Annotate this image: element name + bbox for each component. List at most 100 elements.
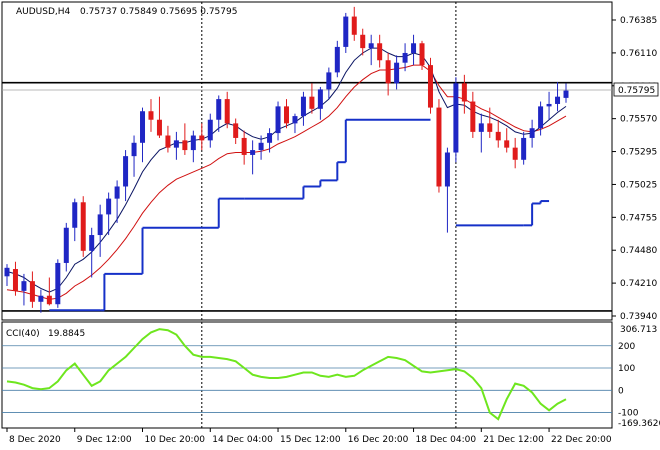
candle-body [216,99,222,120]
candle-body [241,137,247,155]
cci-line [6,328,567,421]
y-tick-label: 0.74210 [620,279,657,289]
candle-body [444,152,450,187]
chart-title: AUDUSD,H4 [16,7,71,17]
candle-body [89,235,95,251]
candle-body [317,89,323,109]
candle-body [563,90,569,98]
candle-body [309,96,315,109]
x-tick-label: 10 Dec 20:00 [145,435,206,445]
candle-body [199,135,205,141]
y-tick-label: 0.73940 [620,312,657,322]
candle-body [165,135,171,148]
candle-body [173,140,179,148]
candle-body [80,202,86,251]
cci-level-tag [614,384,636,396]
current-price-tag [613,82,659,97]
cci-level-label: -100 [618,409,639,419]
candle-body [207,119,213,141]
candle-body [12,269,18,291]
cci-level-label: 100 [618,364,635,374]
candle-body [368,43,374,49]
ohlc-readout: 0.75737 0.75849 0.75695 0.75795 [80,7,237,17]
candle-body [97,214,103,236]
candle-body [470,101,476,132]
candle-body [394,62,400,84]
candle-body [478,123,484,132]
candle-body [377,43,383,61]
y-tick-label: 0.75570 [620,115,657,125]
candle-body [461,83,467,102]
candle-body [360,34,366,49]
candle-body [343,16,349,47]
candle-body [427,65,433,108]
cci-level-tag [614,406,636,418]
candle-body [21,281,27,291]
candle-body [140,111,146,143]
candle-body [529,128,535,138]
candle-body [487,123,493,132]
candle-body [284,106,289,124]
candle-body [546,103,552,107]
candle-body [292,116,298,124]
candle-body [63,227,69,263]
y-tick-label: 0.76110 [620,49,657,59]
cci-level-tag [614,362,636,374]
candle-body [55,262,61,305]
candle-body [453,83,459,153]
y-tick-label: 0.75295 [620,148,657,158]
candle-body [258,142,264,151]
time-axis: 8 Dec 2020 9 Dec 12:00 10 Dec 20:00 14 Dec … [2,427,612,445]
cci-level-tag [614,339,636,351]
candle-body [148,111,154,120]
cci-level-label: 200 [618,342,635,352]
candle-body [123,156,129,187]
cci-value: 19.8845 [48,329,85,339]
candle-body [46,295,52,305]
candle-body [504,140,510,148]
current-price-label: 0.75795 [618,86,655,96]
candle-body [131,142,137,157]
candle-body [512,147,518,160]
candle-body [233,123,239,138]
x-tick-label: 15 Dec 12:00 [280,435,341,445]
candle-body [156,119,162,136]
x-tick-label: 16 Dec 20:00 [348,435,409,445]
y-tick-label: 0.76385 [620,16,657,26]
price-series [4,6,569,313]
x-tick-label: 9 Dec 12:00 [77,435,132,445]
y-tick-label: 0.74480 [620,246,657,256]
candle-body [521,137,527,160]
cci-series [6,328,567,421]
candle-body [495,131,501,141]
candle-body [224,99,230,124]
y-tick-label: 0.75025 [620,180,657,190]
candle-body [267,133,273,143]
candle-body [419,43,425,66]
candle-body [411,43,417,53]
cci-level-label: 0 [618,386,624,396]
price-panel-frame [1,1,613,321]
y-tick-label: 0.74755 [620,213,657,223]
candle-body [334,46,340,73]
candle-body [4,267,10,277]
price-axis: 0.763850.761100.758400.755700.752950.750… [612,16,659,322]
candle-body [436,107,442,187]
x-tick-label: 18 Dec 04:00 [416,435,477,445]
x-tick-label: 22 Dec 20:00 [551,435,612,445]
candle-body [351,16,357,35]
candle-body [190,135,196,151]
candle-body [182,140,188,151]
candle-body [38,295,44,302]
cci-panel: 200 100 0 -100 306.713 -169.3626 [1,321,660,429]
x-tick-label: 14 Dec 04:00 [212,435,273,445]
candle-body [402,52,408,63]
candle-body [326,72,332,90]
cci-scale-top: 306.713 [620,325,657,335]
cci-title: CCI(40) [6,329,40,339]
candle-body [538,106,544,129]
candle-body [555,96,561,104]
x-tick-label: 8 Dec 2020 [9,435,61,445]
candle-body [250,150,256,155]
